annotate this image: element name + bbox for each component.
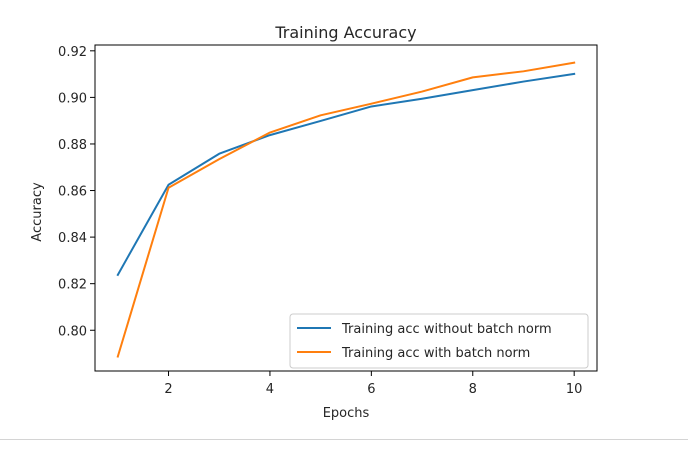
legend: Training acc without batch norm Training… [289, 313, 589, 369]
chart-title: Training Accuracy [274, 23, 416, 42]
series-line-without-batch-norm [116, 72, 576, 277]
series-line-with-batch-norm [116, 61, 576, 358]
x-axis-ticks: 2 4 6 8 10 [164, 371, 582, 397]
y-tick-label: 0.80 [58, 324, 87, 339]
y-tick-label: 0.90 [58, 91, 87, 106]
y-tick-label: 0.82 [58, 278, 87, 293]
y-tick-label: 0.88 [58, 138, 87, 153]
y-tick-label: 0.86 [58, 185, 87, 200]
x-tick-label: 2 [164, 382, 172, 397]
y-axis-label: Accuracy [30, 182, 45, 242]
y-tick-label: 0.92 [58, 45, 87, 60]
legend-label-with-batch-norm: Training acc with batch norm [341, 346, 530, 361]
plot-frame [94, 44, 598, 372]
y-tick-label: 0.84 [58, 231, 87, 246]
x-tick-label: 4 [266, 382, 274, 397]
series-lines [116, 61, 576, 358]
bottom-divider [0, 439, 688, 440]
y-axis-ticks: 0.80 0.82 0.84 0.86 0.88 0.90 0.92 [58, 45, 95, 339]
x-tick-label: 10 [566, 382, 583, 397]
x-tick-label: 6 [367, 382, 375, 397]
legend-label-without-batch-norm: Training acc without batch norm [341, 322, 552, 337]
legend-box [289, 313, 589, 369]
x-axis-label: Epochs [323, 406, 370, 421]
x-tick-label: 8 [469, 382, 477, 397]
